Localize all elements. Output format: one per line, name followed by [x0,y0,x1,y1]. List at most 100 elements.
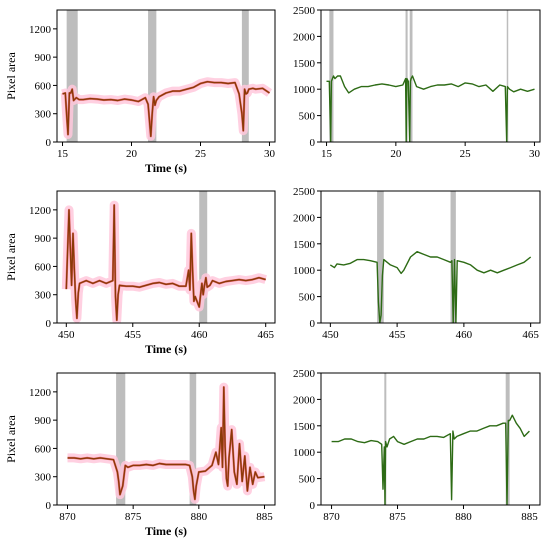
y-tick-label: 900 [35,415,52,427]
series-highlight [65,204,267,322]
y-tick-label: 300 [35,109,52,121]
plot-area [326,10,535,142]
shaded-interval [241,10,249,142]
x-tick-label: 465 [257,329,274,341]
series-line [326,75,535,142]
y-tick-label: 1200 [29,24,52,36]
x-tick-label: 450 [322,329,339,341]
x-tick-label: 880 [191,511,208,523]
shaded-interval [66,10,78,142]
x-tick-label: 870 [323,511,340,523]
series-line [65,204,266,321]
shaded-interval [116,373,126,505]
shaded-interval [199,191,208,323]
y-tick-label: 300 [35,290,52,302]
y-tick-label: 900 [35,52,52,64]
shaded-interval [384,373,387,505]
series-band [67,382,266,504]
shaded-interval [377,191,384,323]
chart-panel-row2-right: 450 455 460 465 0 500 1000 1500 2000 2500 [293,186,541,341]
x-tick-label: 460 [191,329,208,341]
y-tick-label: 2500 [293,368,316,380]
x-tick-label: 20 [126,148,138,160]
axes-frame [320,372,541,506]
chart-panel-row3-left: 870 875 880 885 0 300 600 900 1200 Time (s) Pixel … [4,372,276,538]
y-tick-label: 0 [46,500,52,512]
y-axis-label: Pixel area [4,233,18,281]
shaded-interval [506,10,509,142]
x-tick-label: 25 [460,148,472,160]
series-line [329,250,532,323]
series-band [61,200,267,323]
plot-area [60,10,273,142]
x-axis-label: Time (s) [145,524,187,538]
axes-frame [320,190,541,324]
y-tick-label: 300 [35,472,52,484]
y-tick-label: 1200 [29,205,52,217]
y-tick-label: 1000 [293,265,316,277]
y-tick-label: 1000 [293,84,316,96]
plot-area [331,373,530,505]
axes-frame [56,190,276,324]
series-line [67,386,265,500]
axes-frame [320,9,541,143]
shaded-interval [329,10,334,142]
x-tick-label: 455 [125,329,142,341]
plot-area [329,191,532,323]
shaded-interval [189,373,197,505]
x-tick-label: 20 [390,148,402,160]
y-tick-label: 1000 [293,447,316,459]
axes-frame [56,372,276,506]
x-tick-label: 875 [125,511,142,523]
x-tick-label: 30 [529,148,541,160]
y-axis-label: Pixel area [4,52,18,100]
y-tick-label: 1500 [293,239,316,251]
series-line [331,414,530,505]
plot-area [67,373,266,505]
y-tick-label: 0 [310,137,316,149]
x-tick-label: 15 [321,148,333,160]
x-tick-label: 885 [521,511,538,523]
y-tick-label: 2500 [293,186,316,198]
y-tick-label: 900 [35,233,52,245]
x-tick-label: 870 [59,511,76,523]
y-tick-label: 0 [310,500,316,512]
chart-panel-row1-right: 15 20 25 30 0 500 1000 1500 2000 2500 [293,5,541,160]
x-tick-label: 455 [389,329,406,341]
y-tick-label: 0 [46,318,52,330]
x-tick-label: 875 [389,511,406,523]
chart-panel-row2-left: 450 455 460 465 0 300 600 900 1200 Time (s) Pixel … [4,190,276,356]
plot-area [61,191,267,323]
x-tick-label: 885 [256,511,273,523]
y-tick-label: 500 [299,111,316,123]
x-tick-label: 30 [264,148,276,160]
y-tick-label: 2000 [293,31,316,43]
x-tick-label: 460 [456,329,473,341]
y-tick-label: 500 [299,292,316,304]
shaded-interval [450,191,456,323]
y-tick-label: 0 [310,318,316,330]
y-tick-label: 600 [35,261,52,273]
y-tick-label: 500 [299,474,316,486]
y-tick-label: 2000 [293,212,316,224]
shaded-interval [405,10,408,142]
x-tick-label: 880 [455,511,472,523]
shaded-interval [409,10,413,142]
x-tick-label: 450 [58,329,75,341]
x-tick-label: 15 [57,148,69,160]
axes-frame [56,9,276,143]
y-tick-label: 1500 [293,58,316,70]
shaded-interval [148,10,157,142]
series-line [62,80,270,138]
x-tick-label: 25 [195,148,207,160]
y-tick-label: 1200 [29,387,52,399]
x-axis-label: Time (s) [145,342,187,356]
x-axis-label: Time (s) [145,161,187,175]
y-tick-label: 600 [35,80,52,92]
x-tick-label: 465 [522,329,539,341]
y-tick-label: 600 [35,443,52,455]
chart-panel-row3-right: 870 875 880 885 0 500 1000 1500 2000 2500 [293,368,541,523]
y-tick-label: 1500 [293,421,316,433]
